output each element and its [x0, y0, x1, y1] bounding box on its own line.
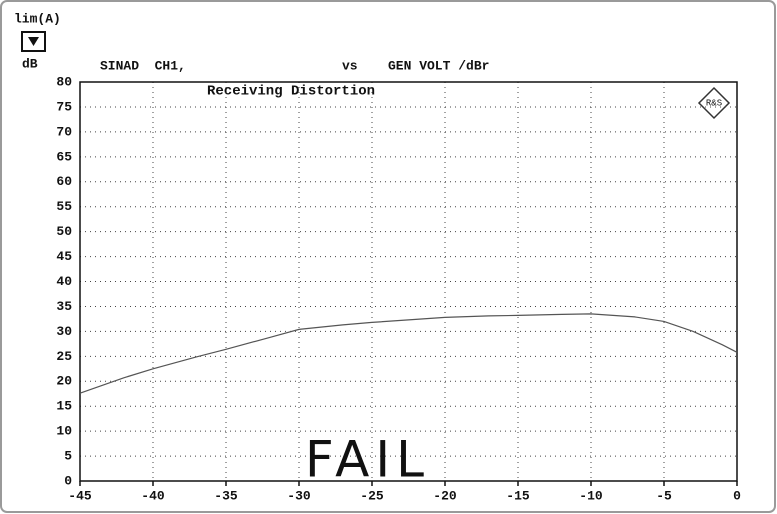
y-tick-label: 65	[56, 149, 72, 164]
x-tick-label: 0	[733, 488, 741, 503]
plot-border	[79, 81, 738, 482]
dropdown-arrow	[28, 37, 39, 46]
chart-title: Receiving Distortion	[207, 84, 375, 100]
y-tick-label: 60	[56, 174, 72, 189]
y-tick-label: 45	[56, 249, 72, 264]
x-tick-label: -40	[141, 488, 165, 503]
x-tick-label: -10	[579, 488, 603, 503]
y-tick-label: 40	[56, 274, 72, 289]
x-tick-label: -35	[214, 488, 238, 503]
trace-label: SINAD CH1,	[100, 58, 186, 73]
y-tick-label: 35	[56, 299, 72, 314]
x-axis-label: GEN VOLT /dBr	[388, 58, 489, 73]
y-tick-label: 30	[56, 324, 72, 339]
y-tick-label: 5	[64, 449, 72, 464]
x-tick-label: -25	[360, 488, 384, 503]
fail-annotation: FAIL	[305, 431, 430, 489]
y-tick-label: 75	[56, 99, 72, 114]
y-axis-label: dB	[22, 56, 38, 71]
y-tick-label: 80	[56, 74, 72, 89]
x-tick-label: -20	[433, 488, 457, 503]
logo: R&S	[697, 86, 731, 120]
x-tick-label: -30	[287, 488, 311, 503]
x-tick-label: -5	[656, 488, 672, 503]
svg-text:R&S: R&S	[706, 98, 722, 108]
y-tick-label: 55	[56, 199, 72, 214]
y-tick-label: 0	[64, 473, 72, 488]
y-tick-label: 10	[56, 424, 72, 439]
y-tick-label: 25	[56, 349, 72, 364]
x-tick-label: -45	[68, 488, 92, 503]
y-tick-label: 70	[56, 124, 72, 139]
x-tick-label: -15	[506, 488, 530, 503]
trace-line	[79, 313, 738, 394]
y-tick-label: 15	[56, 399, 72, 414]
limit-label: lim(A)	[14, 11, 61, 26]
y-tick-label: 20	[56, 374, 72, 389]
y-tick-label: 50	[56, 224, 72, 239]
versus-label: vs	[342, 58, 358, 73]
